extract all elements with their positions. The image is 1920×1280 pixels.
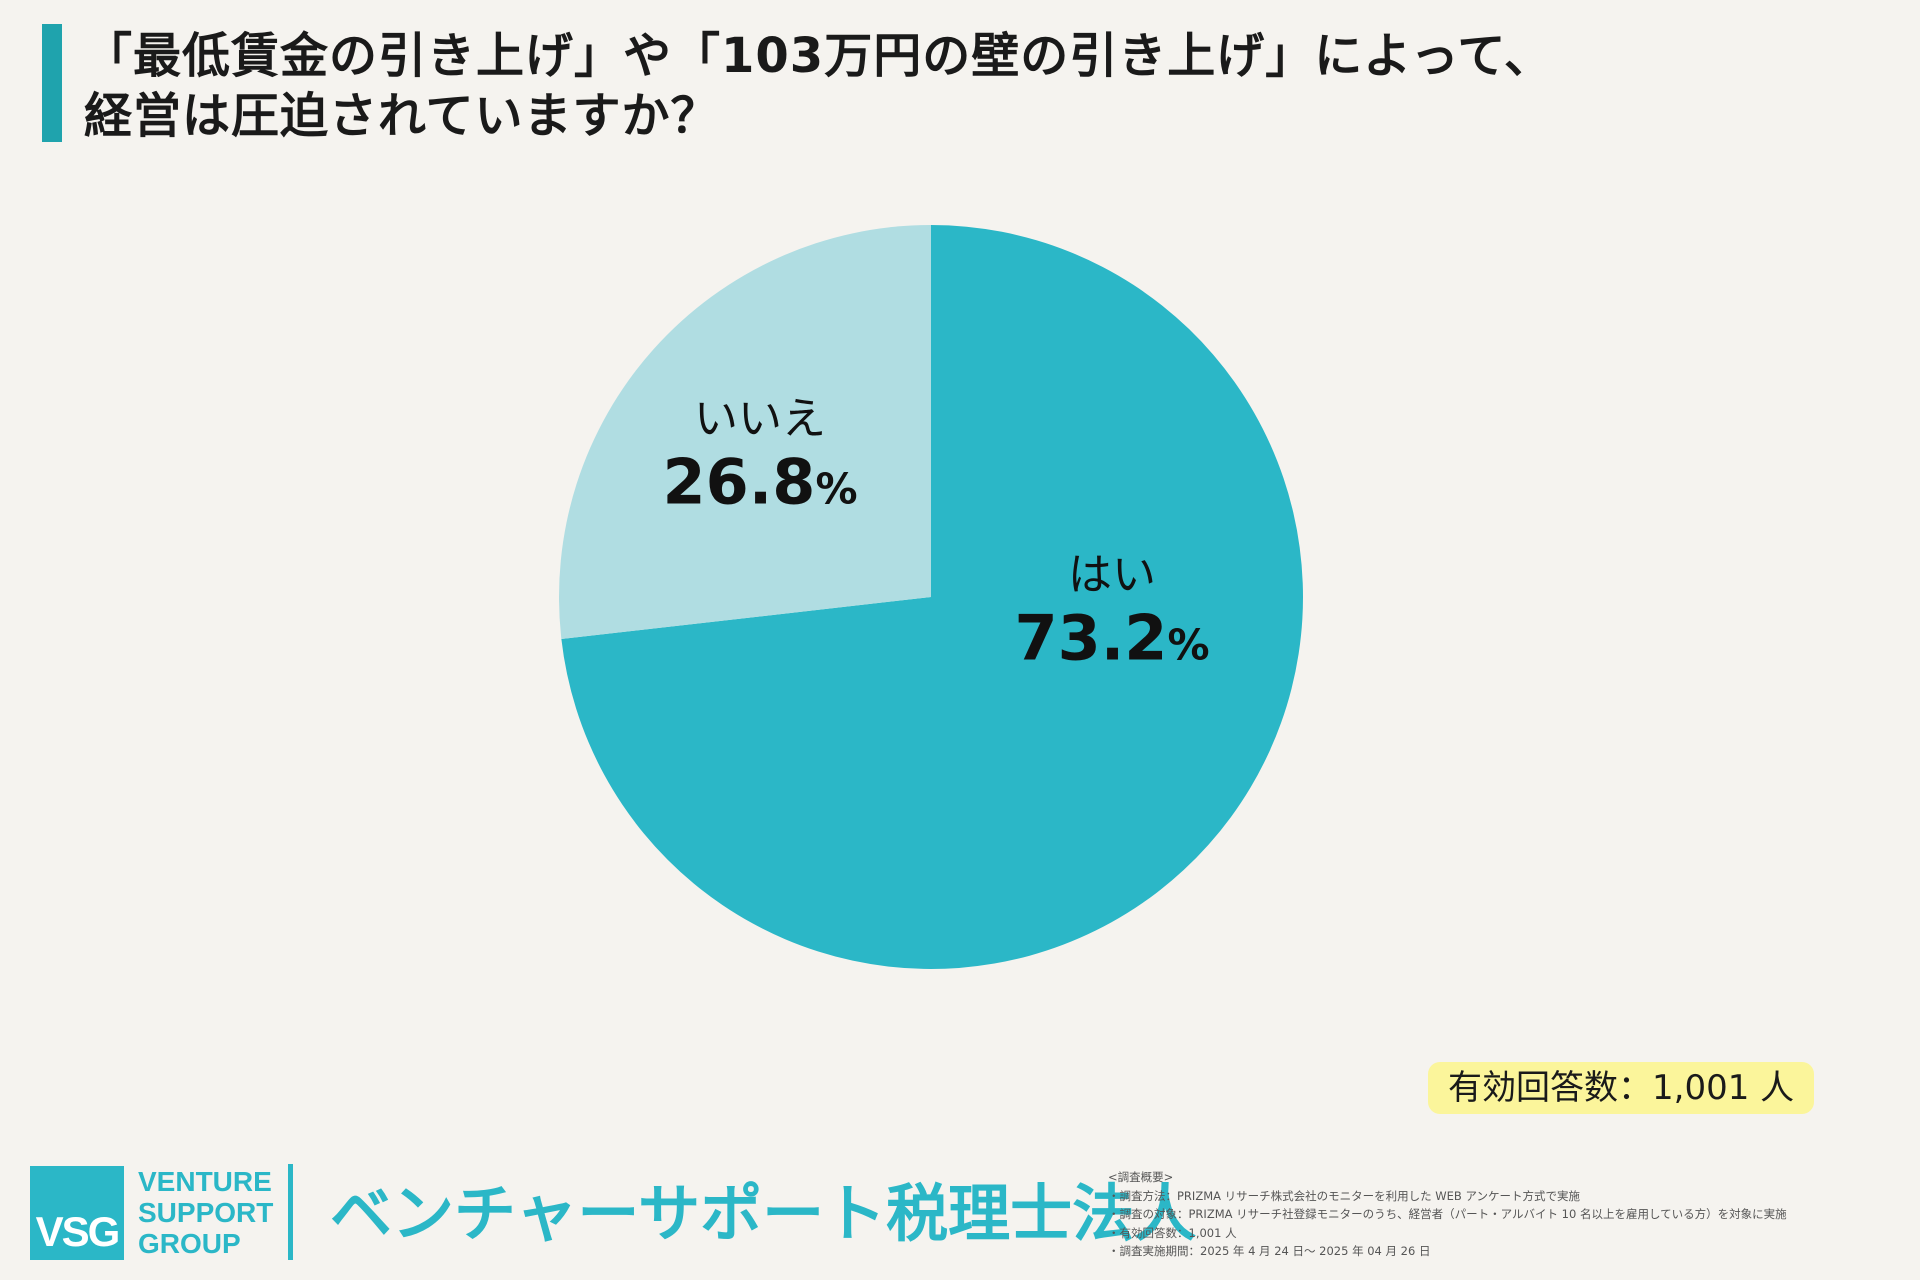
slice-value-yes: 73.2: [1014, 601, 1168, 675]
slice-category-no: いいえ: [693, 393, 826, 445]
logo-word-3: GROUP: [138, 1228, 241, 1259]
slice-value-no: 26.8: [662, 445, 816, 519]
survey-note-method: ・調査方法：PRIZMA リサーチ株式会社のモニターを利用した WEB アンケー…: [1108, 1188, 1581, 1203]
logo-wordmark: VENTURE SUPPORT GROUP: [138, 1166, 273, 1259]
survey-note-header: <調査概要>: [1108, 1170, 1174, 1184]
pie-slice-no: [559, 225, 931, 639]
logo-divider: [288, 1164, 293, 1260]
respondent-count-badge: 有効回答数：1,001 人: [1428, 1062, 1815, 1114]
slice-label-no: いいえ 26.8%: [662, 392, 857, 525]
slice-label-yes: はい 73.2%: [1014, 548, 1209, 681]
survey-note-period: ・調査実施期間：2025 年 4 月 24 日～ 2025 年 04 月 26 …: [1108, 1244, 1431, 1258]
slice-unit-yes: %: [1167, 620, 1210, 670]
title-line-1: 「最低賃金の引き上げ」や「103万円の壁の引き上げ」によって、: [84, 28, 1553, 84]
slice-unit-no: %: [815, 464, 858, 514]
survey-notes: <調査概要> ・調査方法：PRIZMA リサーチ株式会社のモニターを利用した W…: [1108, 1168, 1787, 1261]
survey-note-target: ・調査の対象：PRIZMA リサーチ社登録モニターのうち、経営者（パート・アルバ…: [1108, 1207, 1787, 1221]
pie-slice-yes: [561, 225, 1304, 969]
title-line-2: 経営は圧迫されていますか？: [84, 88, 720, 144]
page-title: 「最低賃金の引き上げ」や「103万円の壁の引き上げ」によって、 経営は圧迫されて…: [84, 26, 1553, 146]
firm-name: ベンチャーサポート税理士法人: [330, 1177, 1197, 1250]
logo-word-2: SUPPORT: [138, 1197, 274, 1228]
survey-note-count: ・有効回答数：1,001 人: [1108, 1225, 1237, 1240]
vsg-logo-mark: VSG: [30, 1166, 124, 1260]
logo-word-1: VENTURE: [138, 1166, 272, 1197]
title-accent-bar: [42, 24, 62, 142]
slice-category-yes: はい: [1067, 549, 1156, 601]
